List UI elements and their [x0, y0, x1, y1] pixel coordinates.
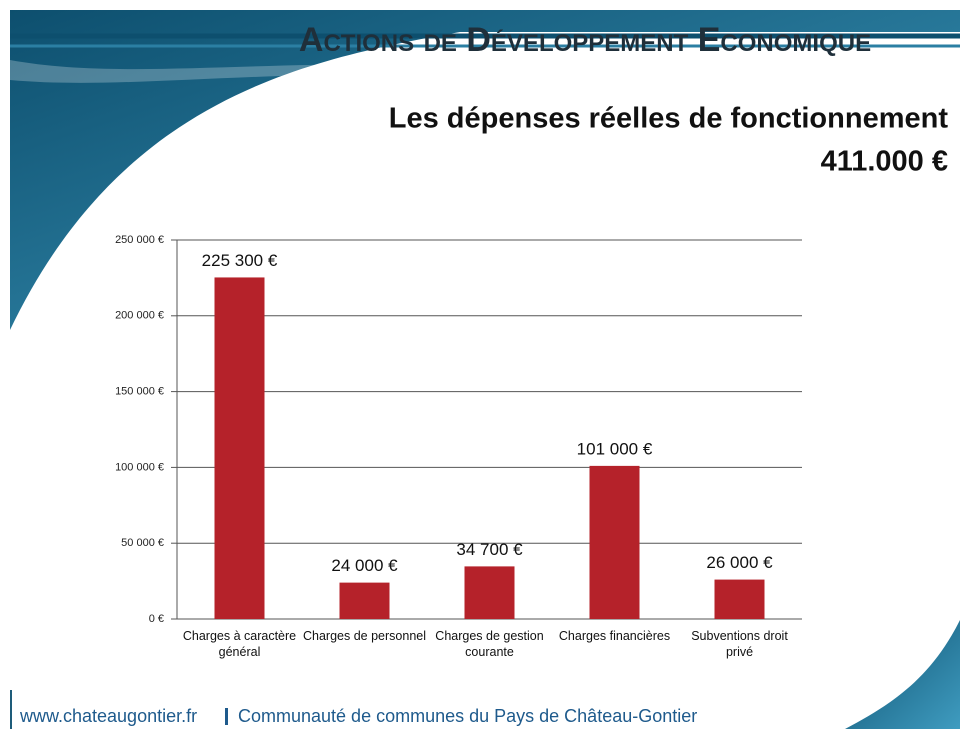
- x-tick-label: Charges à caractère général: [182, 629, 297, 659]
- data-label: 225 300 €: [202, 251, 278, 270]
- footer-org: Communauté de communes du Pays de Châtea…: [238, 706, 697, 726]
- y-tick-label: 100 000 €: [115, 461, 164, 473]
- x-tick-label: Charges de gestion courante: [435, 629, 544, 659]
- data-label: 34 700 €: [456, 540, 523, 559]
- bar: [464, 566, 515, 619]
- y-tick-label: 150 000 €: [115, 386, 164, 398]
- data-label: 101 000 €: [577, 439, 653, 458]
- x-tick-label: Subventions droit privé: [691, 629, 788, 659]
- header-title: Actions de Développement Economique: [299, 21, 871, 59]
- chart-title: Les dépenses réelles de fonctionnement: [389, 103, 949, 135]
- y-tick-label: 50 000 €: [121, 537, 164, 549]
- y-tick-label: 250 000 €: [115, 234, 164, 246]
- y-tick-label: 200 000 €: [115, 310, 164, 322]
- bar: [589, 465, 640, 619]
- footer-site: www.chateaugontier.fr: [19, 706, 197, 726]
- top-swoosh: [10, 10, 960, 330]
- y-tick-label: 0 €: [149, 613, 164, 625]
- data-label: 26 000 €: [706, 553, 773, 572]
- x-tick-label: Charges de personnel: [303, 629, 426, 643]
- bar: [714, 579, 765, 619]
- bottom-swoosh: [845, 620, 960, 729]
- chart-subtitle: 411.000 €: [821, 146, 948, 178]
- x-tick-label: Charges financières: [558, 629, 671, 643]
- swoosh-highlight: [10, 60, 450, 83]
- footer-separator: [225, 708, 228, 725]
- data-label: 24 000 €: [331, 556, 398, 575]
- bar: [339, 582, 390, 619]
- bar: [214, 277, 265, 619]
